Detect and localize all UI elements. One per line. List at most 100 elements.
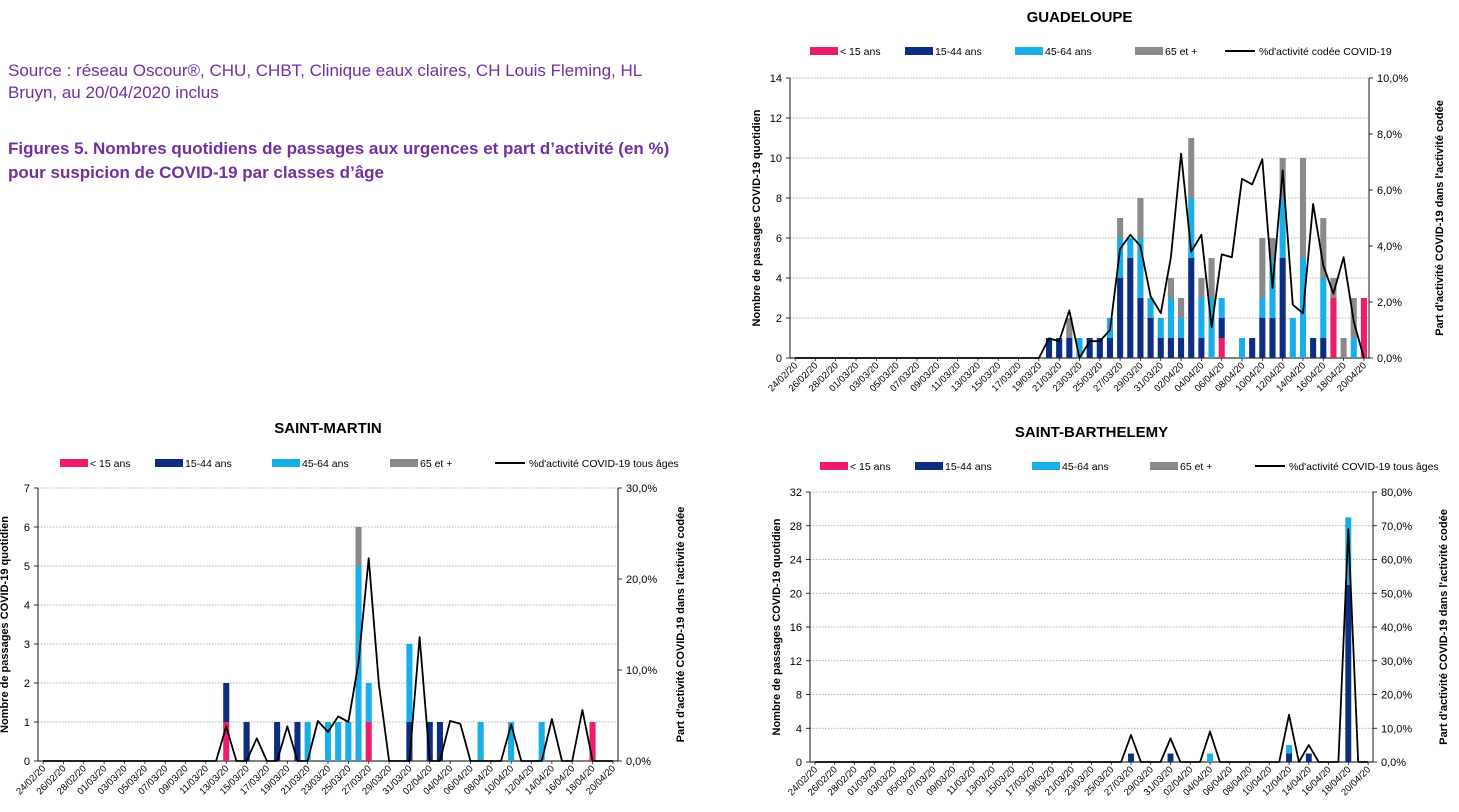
legend-label: %d'activité codée COVID-19 (1259, 46, 1392, 58)
chart-0: GUADELOUPE < 15 ans 15-44 ans 45-64 ans 65 e… (751, 9, 1446, 394)
bar-segment (1137, 298, 1144, 358)
legend-label: 45-64 ans (1045, 46, 1092, 58)
bar-segment (1249, 338, 1256, 358)
bar-segment (1117, 218, 1124, 238)
legend-label: 15-44 ans (185, 458, 232, 470)
y2-tick-label: 60,0% (1381, 555, 1412, 567)
y2-axis-label: Part d'activité COVID-19 dans l'activité… (675, 507, 687, 743)
y-axis-label: Nombre de passages COVID-19 quotidien (0, 516, 11, 733)
source-note: Source : réseau Oscour®, CHU, CHBT, Clin… (8, 61, 642, 102)
legend-swatch (272, 459, 300, 467)
bar-segment (1147, 298, 1154, 318)
legend-label: < 15 ans (840, 46, 881, 58)
legend-label: 65 et + (1180, 461, 1212, 473)
y-tick-label: 0 (796, 757, 802, 769)
y2-tick-label: 10,0% (1381, 723, 1412, 735)
legend-swatch (1015, 47, 1043, 55)
bar-segment (1128, 753, 1134, 762)
legend-swatch (155, 459, 183, 467)
bar-segment (1096, 338, 1103, 358)
bar-segment (1127, 238, 1134, 258)
y2-tick-label: 40,0% (1381, 622, 1412, 634)
bar-segment (1320, 338, 1327, 358)
y2-tick-label: 0,0% (626, 756, 651, 768)
bar-segment (1269, 318, 1276, 358)
bar-segment (243, 722, 250, 761)
y2-tick-label: 10,0% (1377, 73, 1408, 85)
bar-segment (1127, 258, 1134, 358)
bar-segment (436, 722, 443, 761)
bar-segment (508, 722, 515, 761)
bar-segment (406, 722, 413, 761)
bar-segment (1188, 198, 1195, 258)
bar-segment (1167, 753, 1174, 762)
y2-tick-label: 30,0% (1381, 656, 1412, 668)
y-tick-label: 28 (790, 521, 802, 533)
bar-segment (1066, 318, 1073, 338)
y-tick-label: 8 (776, 193, 782, 205)
bar-segment (1056, 338, 1063, 358)
legend-swatch (390, 459, 418, 467)
y2-tick-label: 4,0% (1377, 241, 1402, 253)
bar-segment (294, 722, 301, 761)
y-axis-label: Nombre de passages COVID-19 quotidien (771, 518, 783, 735)
bar-segment (1157, 318, 1164, 338)
bar-segment (1147, 318, 1154, 358)
bar-segment (1198, 338, 1205, 358)
bar-segment (1167, 278, 1174, 298)
bar-segment (345, 722, 352, 761)
bar-segment (1117, 278, 1124, 358)
activity-line (795, 152, 1365, 359)
legend-label: %d'activité COVID-19 tous âges (529, 458, 679, 470)
bar-segment (365, 683, 372, 722)
activity-line (814, 528, 1369, 763)
bar-segment (1106, 338, 1114, 358)
legend-swatch (915, 462, 943, 470)
bar-segment (1279, 258, 1286, 358)
bar-segment (1286, 745, 1293, 754)
chart-title: GUADELOUPE (1027, 9, 1133, 26)
legend-label: 15-44 ans (935, 46, 982, 58)
y2-tick-label: 0,0% (1381, 757, 1406, 769)
bar-segment (426, 722, 433, 761)
y-tick-label: 16 (790, 622, 802, 634)
bar-segment (1286, 753, 1293, 762)
bar-segment (1320, 278, 1327, 338)
bar-segment (1167, 298, 1174, 338)
legend-swatch (820, 462, 848, 470)
y2-tick-label: 0,0% (1377, 353, 1402, 365)
bar-segment (1188, 138, 1195, 198)
y-tick-label: 0 (776, 353, 782, 365)
legend-label: 15-44 ans (945, 461, 992, 473)
bar-segment (1269, 238, 1276, 258)
bar-segment (223, 683, 230, 722)
bar-segment (1259, 318, 1266, 358)
bar-segment (1207, 753, 1213, 762)
bar-segment (1198, 298, 1205, 338)
y2-tick-label: 80,0% (1381, 487, 1412, 499)
bar-segment (324, 722, 332, 761)
bar-segment (1330, 298, 1337, 358)
bar-segment (1310, 338, 1317, 358)
chart-title: SAINT-MARTIN (274, 420, 382, 437)
bar-segment (1188, 258, 1195, 358)
bar-segment (1086, 338, 1093, 358)
bar-segment (1178, 318, 1185, 338)
legend-label: 45-64 ans (1062, 461, 1109, 473)
bar-segment (304, 722, 311, 761)
y2-tick-label: 70,0% (1381, 521, 1412, 533)
bar-segment (1117, 238, 1124, 278)
y2-axis-label: Part d'activité COVID-19 dans l'activité… (1438, 509, 1450, 745)
bar-segment (1305, 753, 1312, 762)
bar-segment (1167, 338, 1174, 358)
bar-segment (223, 722, 230, 761)
bar-segment (1137, 238, 1144, 298)
bar-segment (1208, 258, 1215, 298)
bar-segment (355, 527, 362, 566)
chart-title: SAINT-BARTHELEMY (1015, 424, 1168, 441)
y-tick-label: 12 (770, 113, 782, 125)
y-tick-label: 8 (796, 690, 802, 702)
legend-swatch (60, 459, 88, 467)
bar-segment (538, 722, 545, 761)
